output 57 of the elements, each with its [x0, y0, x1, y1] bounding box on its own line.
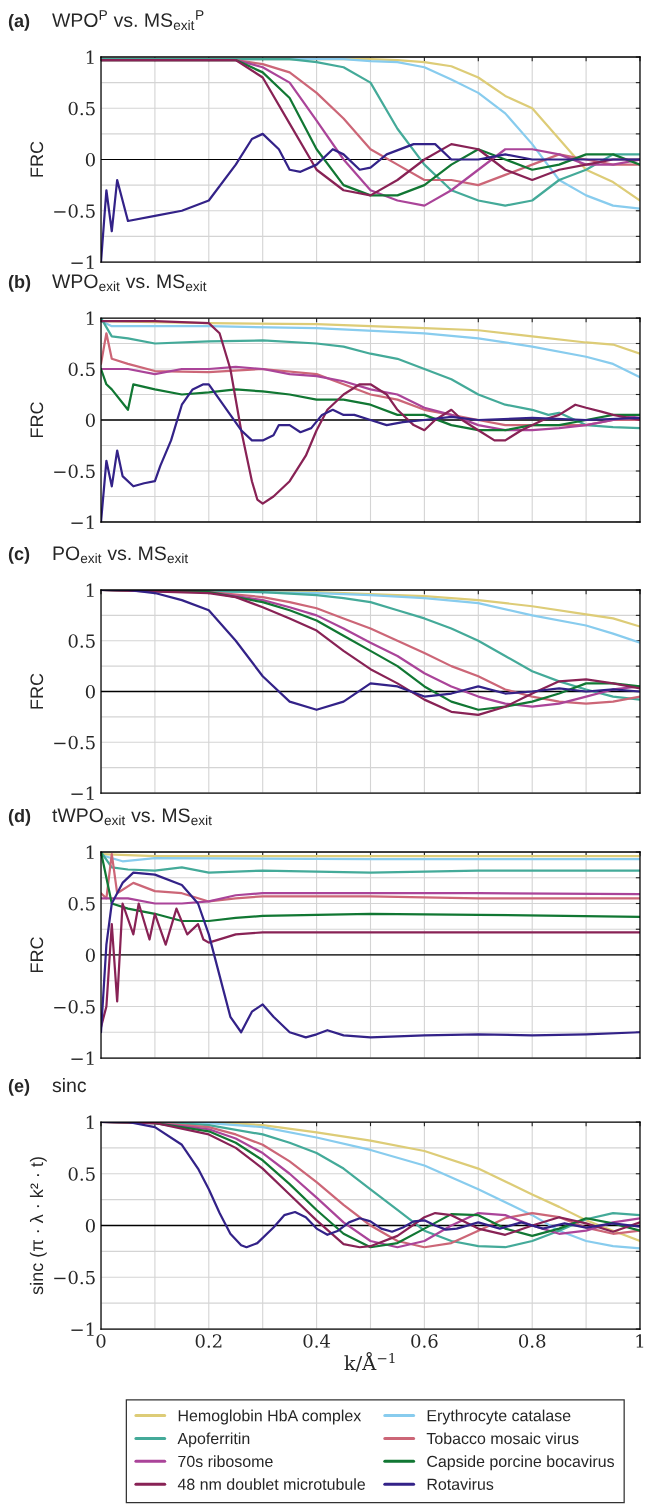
chart-subtitle: PO$_{exit}$ vs. MS$_{exit}$	[53, 546, 189, 564]
chart-subtitle: tWPO$_{exit}$ vs. MS$_{exit}$	[52, 808, 212, 826]
y-tick-label: 0.5	[68, 101, 95, 116]
legend-label: Erythrocyte catalase	[427, 1409, 571, 1425]
y-tick-label: 1	[86, 583, 94, 597]
chart-title: (b)	[8, 274, 31, 292]
y-tick-label: 1	[86, 845, 94, 859]
legend-label: Tobacco mosaic virus	[426, 1432, 579, 1445]
y-axis-title: FRC	[30, 937, 44, 973]
x-axis-title: k/Å$^{−1}$	[344, 1352, 395, 1372]
y-tick-label: 0	[85, 948, 95, 963]
y-tick-label: −0.5	[54, 999, 95, 1014]
y-tick-label: 0.5	[68, 896, 95, 911]
legend-label: Capside porcine bocavirus	[427, 1455, 615, 1471]
y-tick-label: −1	[71, 515, 94, 529]
y-tick-label: 0.5	[68, 362, 95, 377]
y-tick-label: −1	[71, 1051, 94, 1065]
legend-label: Apoferritin	[177, 1432, 250, 1448]
y-tick-label: 1	[86, 311, 94, 325]
y-tick-label: 0.5	[68, 634, 95, 648]
y-tick-label: 1	[86, 50, 94, 64]
x-tick-label: 0.6	[411, 1334, 438, 1348]
x-tick-label: 0.8	[519, 1334, 546, 1348]
x-tick-label: 0.2	[195, 1334, 222, 1348]
y-axis-title: FRC	[30, 141, 44, 177]
y-tick-label: −1	[71, 255, 94, 269]
chart-subtitle: WPO$^{P}$ vs. MS$_{exit}$$^{P}$	[52, 10, 204, 31]
y-tick-label: −1	[71, 1322, 94, 1336]
x-tick-label: 0	[96, 1334, 106, 1348]
y-tick-label: 0	[85, 684, 95, 699]
y-axis-title: sinc (π · λ · k² · t)	[29, 1157, 47, 1295]
y-tick-label: 1	[86, 1115, 94, 1129]
y-axis-title: FRC	[30, 402, 44, 438]
y-axis-title: FRC	[30, 673, 44, 709]
legend-label: Rotavirus	[427, 1478, 494, 1490]
y-tick-label: −0.5	[54, 735, 95, 750]
x-tick-label: 0.4	[303, 1334, 331, 1348]
y-tick-label: 0	[85, 152, 95, 167]
y-tick-label: −0.5	[54, 1270, 95, 1285]
y-tick-label: 0	[85, 1218, 95, 1233]
chart-subtitle: WPO$_{exit}$ vs. MS$_{exit}$	[52, 274, 207, 292]
y-tick-label: −0.5	[54, 464, 95, 479]
y-tick-label: 0	[85, 413, 95, 428]
legend-label: 48 nm doublet microtubule	[177, 1478, 365, 1490]
chart-subtitle: sinc	[52, 1077, 87, 1093]
chart-title: (d)	[8, 808, 31, 826]
line-series	[101, 892, 640, 905]
chart-title: (e)	[8, 1078, 30, 1096]
y-tick-label: 0.5	[68, 1167, 95, 1181]
legend-label: 70s ribosome	[178, 1455, 273, 1468]
y-tick-label: −0.5	[54, 204, 95, 218]
chart-title: (a)	[8, 13, 30, 31]
line-series	[101, 871, 640, 1039]
legend-label: Hemoglobin HbA complex	[178, 1409, 362, 1425]
chart-title: (c)	[8, 546, 30, 564]
x-tick-label: 1	[636, 1334, 644, 1348]
y-tick-label: −1	[71, 786, 94, 800]
